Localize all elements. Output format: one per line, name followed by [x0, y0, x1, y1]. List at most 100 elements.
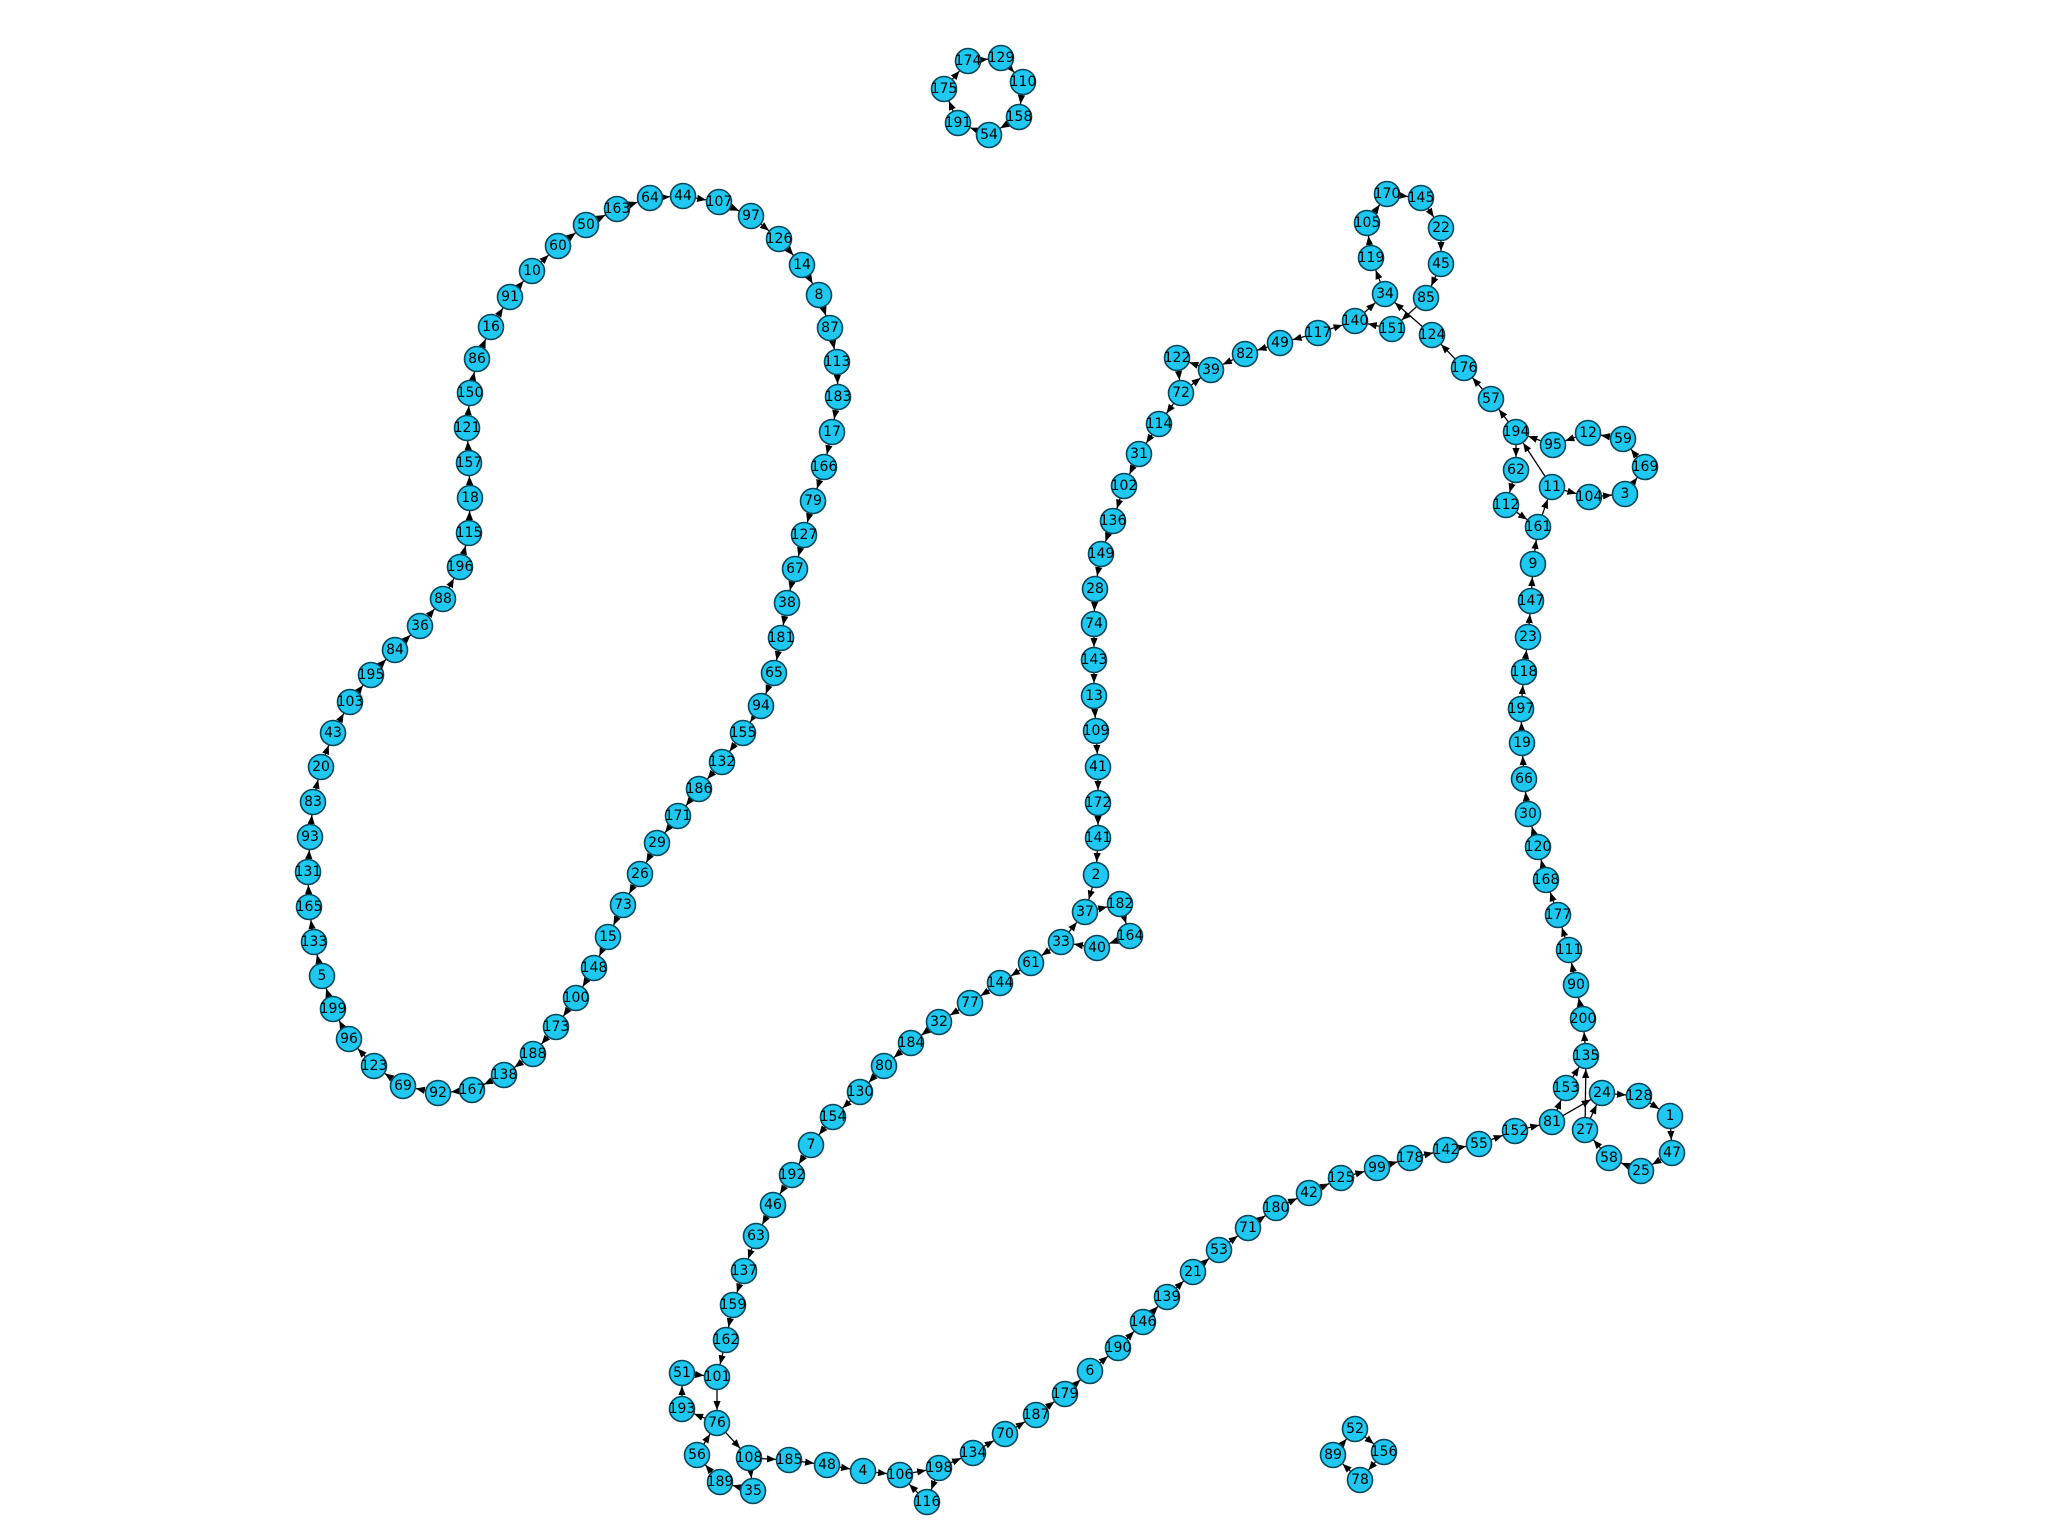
- node-95[interactable]: 95: [1539, 431, 1567, 459]
- node-9[interactable]: 9: [1519, 550, 1547, 578]
- node-17[interactable]: 17: [818, 418, 846, 446]
- node-115[interactable]: 115: [456, 519, 483, 547]
- node-153[interactable]: 153: [1553, 1074, 1580, 1102]
- node-24[interactable]: 24: [1588, 1079, 1616, 1107]
- node-83[interactable]: 83: [299, 788, 327, 816]
- node-37[interactable]: 37: [1071, 898, 1099, 926]
- node-52[interactable]: 52: [1341, 1415, 1369, 1443]
- node-1[interactable]: 1: [1656, 1102, 1684, 1130]
- node-104[interactable]: 104: [1576, 483, 1603, 511]
- node-137[interactable]: 137: [731, 1257, 758, 1285]
- node-31[interactable]: 31: [1125, 440, 1153, 468]
- node-175[interactable]: 175: [931, 75, 958, 103]
- node-128[interactable]: 128: [1626, 1082, 1653, 1110]
- node-57[interactable]: 57: [1477, 385, 1505, 413]
- node-140[interactable]: 140: [1342, 307, 1369, 335]
- node-61[interactable]: 61: [1017, 949, 1045, 977]
- node-58[interactable]: 58: [1595, 1144, 1623, 1172]
- node-119[interactable]: 119: [1358, 244, 1385, 272]
- node-149[interactable]: 149: [1088, 540, 1115, 568]
- node-143[interactable]: 143: [1081, 646, 1108, 674]
- node-170[interactable]: 170: [1374, 180, 1401, 208]
- node-157[interactable]: 157: [456, 449, 483, 477]
- node-2[interactable]: 2: [1082, 861, 1110, 889]
- node-27[interactable]: 27: [1571, 1116, 1599, 1144]
- node-101[interactable]: 101: [704, 1363, 731, 1391]
- node-117[interactable]: 117: [1305, 319, 1332, 347]
- node-50[interactable]: 50: [572, 211, 600, 239]
- node-105[interactable]: 105: [1354, 209, 1381, 237]
- node-16[interactable]: 16: [477, 313, 505, 341]
- node-114[interactable]: 114: [1146, 410, 1173, 438]
- node-102[interactable]: 102: [1111, 472, 1138, 500]
- node-8[interactable]: 8: [805, 281, 833, 309]
- node-86[interactable]: 86: [463, 345, 491, 373]
- node-131[interactable]: 131: [295, 858, 322, 886]
- node-141[interactable]: 141: [1085, 824, 1112, 852]
- node-168[interactable]: 168: [1533, 866, 1560, 894]
- node-147[interactable]: 147: [1518, 587, 1545, 615]
- node-23[interactable]: 23: [1514, 623, 1542, 651]
- node-163[interactable]: 163: [604, 195, 631, 223]
- node-161[interactable]: 161: [1525, 513, 1552, 541]
- node-156[interactable]: 156: [1371, 1438, 1398, 1466]
- node-92[interactable]: 92: [424, 1079, 452, 1107]
- node-167[interactable]: 167: [459, 1076, 486, 1104]
- node-11[interactable]: 11: [1538, 473, 1566, 501]
- node-146[interactable]: 146: [1130, 1308, 1157, 1336]
- node-106[interactable]: 106: [887, 1461, 914, 1489]
- node-110[interactable]: 110: [1010, 68, 1037, 96]
- node-41[interactable]: 41: [1084, 753, 1112, 781]
- node-151[interactable]: 151: [1379, 315, 1406, 343]
- node-154[interactable]: 154: [820, 1103, 847, 1131]
- node-80[interactable]: 80: [870, 1052, 898, 1080]
- node-44[interactable]: 44: [669, 182, 697, 210]
- node-63[interactable]: 63: [742, 1222, 770, 1250]
- node-199[interactable]: 199: [320, 995, 347, 1023]
- node-191[interactable]: 191: [945, 109, 972, 137]
- node-81[interactable]: 81: [1538, 1108, 1566, 1136]
- node-164[interactable]: 164: [1117, 922, 1144, 950]
- node-194[interactable]: 194: [1503, 418, 1530, 446]
- node-15[interactable]: 15: [594, 923, 622, 951]
- node-48[interactable]: 48: [813, 1451, 841, 1479]
- node-126[interactable]: 126: [766, 225, 793, 253]
- node-76[interactable]: 76: [703, 1409, 731, 1437]
- node-132[interactable]: 132: [709, 748, 736, 776]
- node-43[interactable]: 43: [319, 719, 347, 747]
- node-144[interactable]: 144: [987, 969, 1014, 997]
- node-159[interactable]: 159: [720, 1291, 747, 1319]
- node-89[interactable]: 89: [1319, 1441, 1347, 1469]
- node-200[interactable]: 200: [1570, 1005, 1597, 1033]
- node-97[interactable]: 97: [737, 202, 765, 230]
- node-130[interactable]: 130: [847, 1078, 874, 1106]
- node-178[interactable]: 178: [1397, 1144, 1424, 1172]
- node-152[interactable]: 152: [1502, 1117, 1529, 1145]
- node-65[interactable]: 65: [760, 659, 788, 687]
- node-66[interactable]: 66: [1510, 765, 1538, 793]
- node-96[interactable]: 96: [335, 1025, 363, 1053]
- node-90[interactable]: 90: [1562, 971, 1590, 999]
- node-148[interactable]: 148: [581, 954, 608, 982]
- node-39[interactable]: 39: [1197, 356, 1225, 384]
- node-72[interactable]: 72: [1167, 379, 1195, 407]
- node-129[interactable]: 129: [988, 44, 1015, 72]
- node-70[interactable]: 70: [991, 1420, 1019, 1448]
- node-100[interactable]: 100: [563, 984, 590, 1012]
- node-32[interactable]: 32: [925, 1008, 953, 1036]
- node-53[interactable]: 53: [1205, 1236, 1233, 1264]
- node-138[interactable]: 138: [491, 1061, 518, 1089]
- node-158[interactable]: 158: [1006, 103, 1033, 131]
- node-136[interactable]: 136: [1100, 507, 1127, 535]
- node-42[interactable]: 42: [1295, 1179, 1323, 1207]
- node-172[interactable]: 172: [1085, 789, 1112, 817]
- node-49[interactable]: 49: [1266, 329, 1294, 357]
- node-59[interactable]: 59: [1609, 425, 1637, 453]
- node-18[interactable]: 18: [456, 484, 484, 512]
- node-198[interactable]: 198: [926, 1454, 953, 1482]
- node-113[interactable]: 113: [824, 348, 851, 376]
- node-69[interactable]: 69: [389, 1072, 417, 1100]
- node-91[interactable]: 91: [496, 283, 524, 311]
- node-139[interactable]: 139: [1154, 1283, 1181, 1311]
- node-38[interactable]: 38: [773, 589, 801, 617]
